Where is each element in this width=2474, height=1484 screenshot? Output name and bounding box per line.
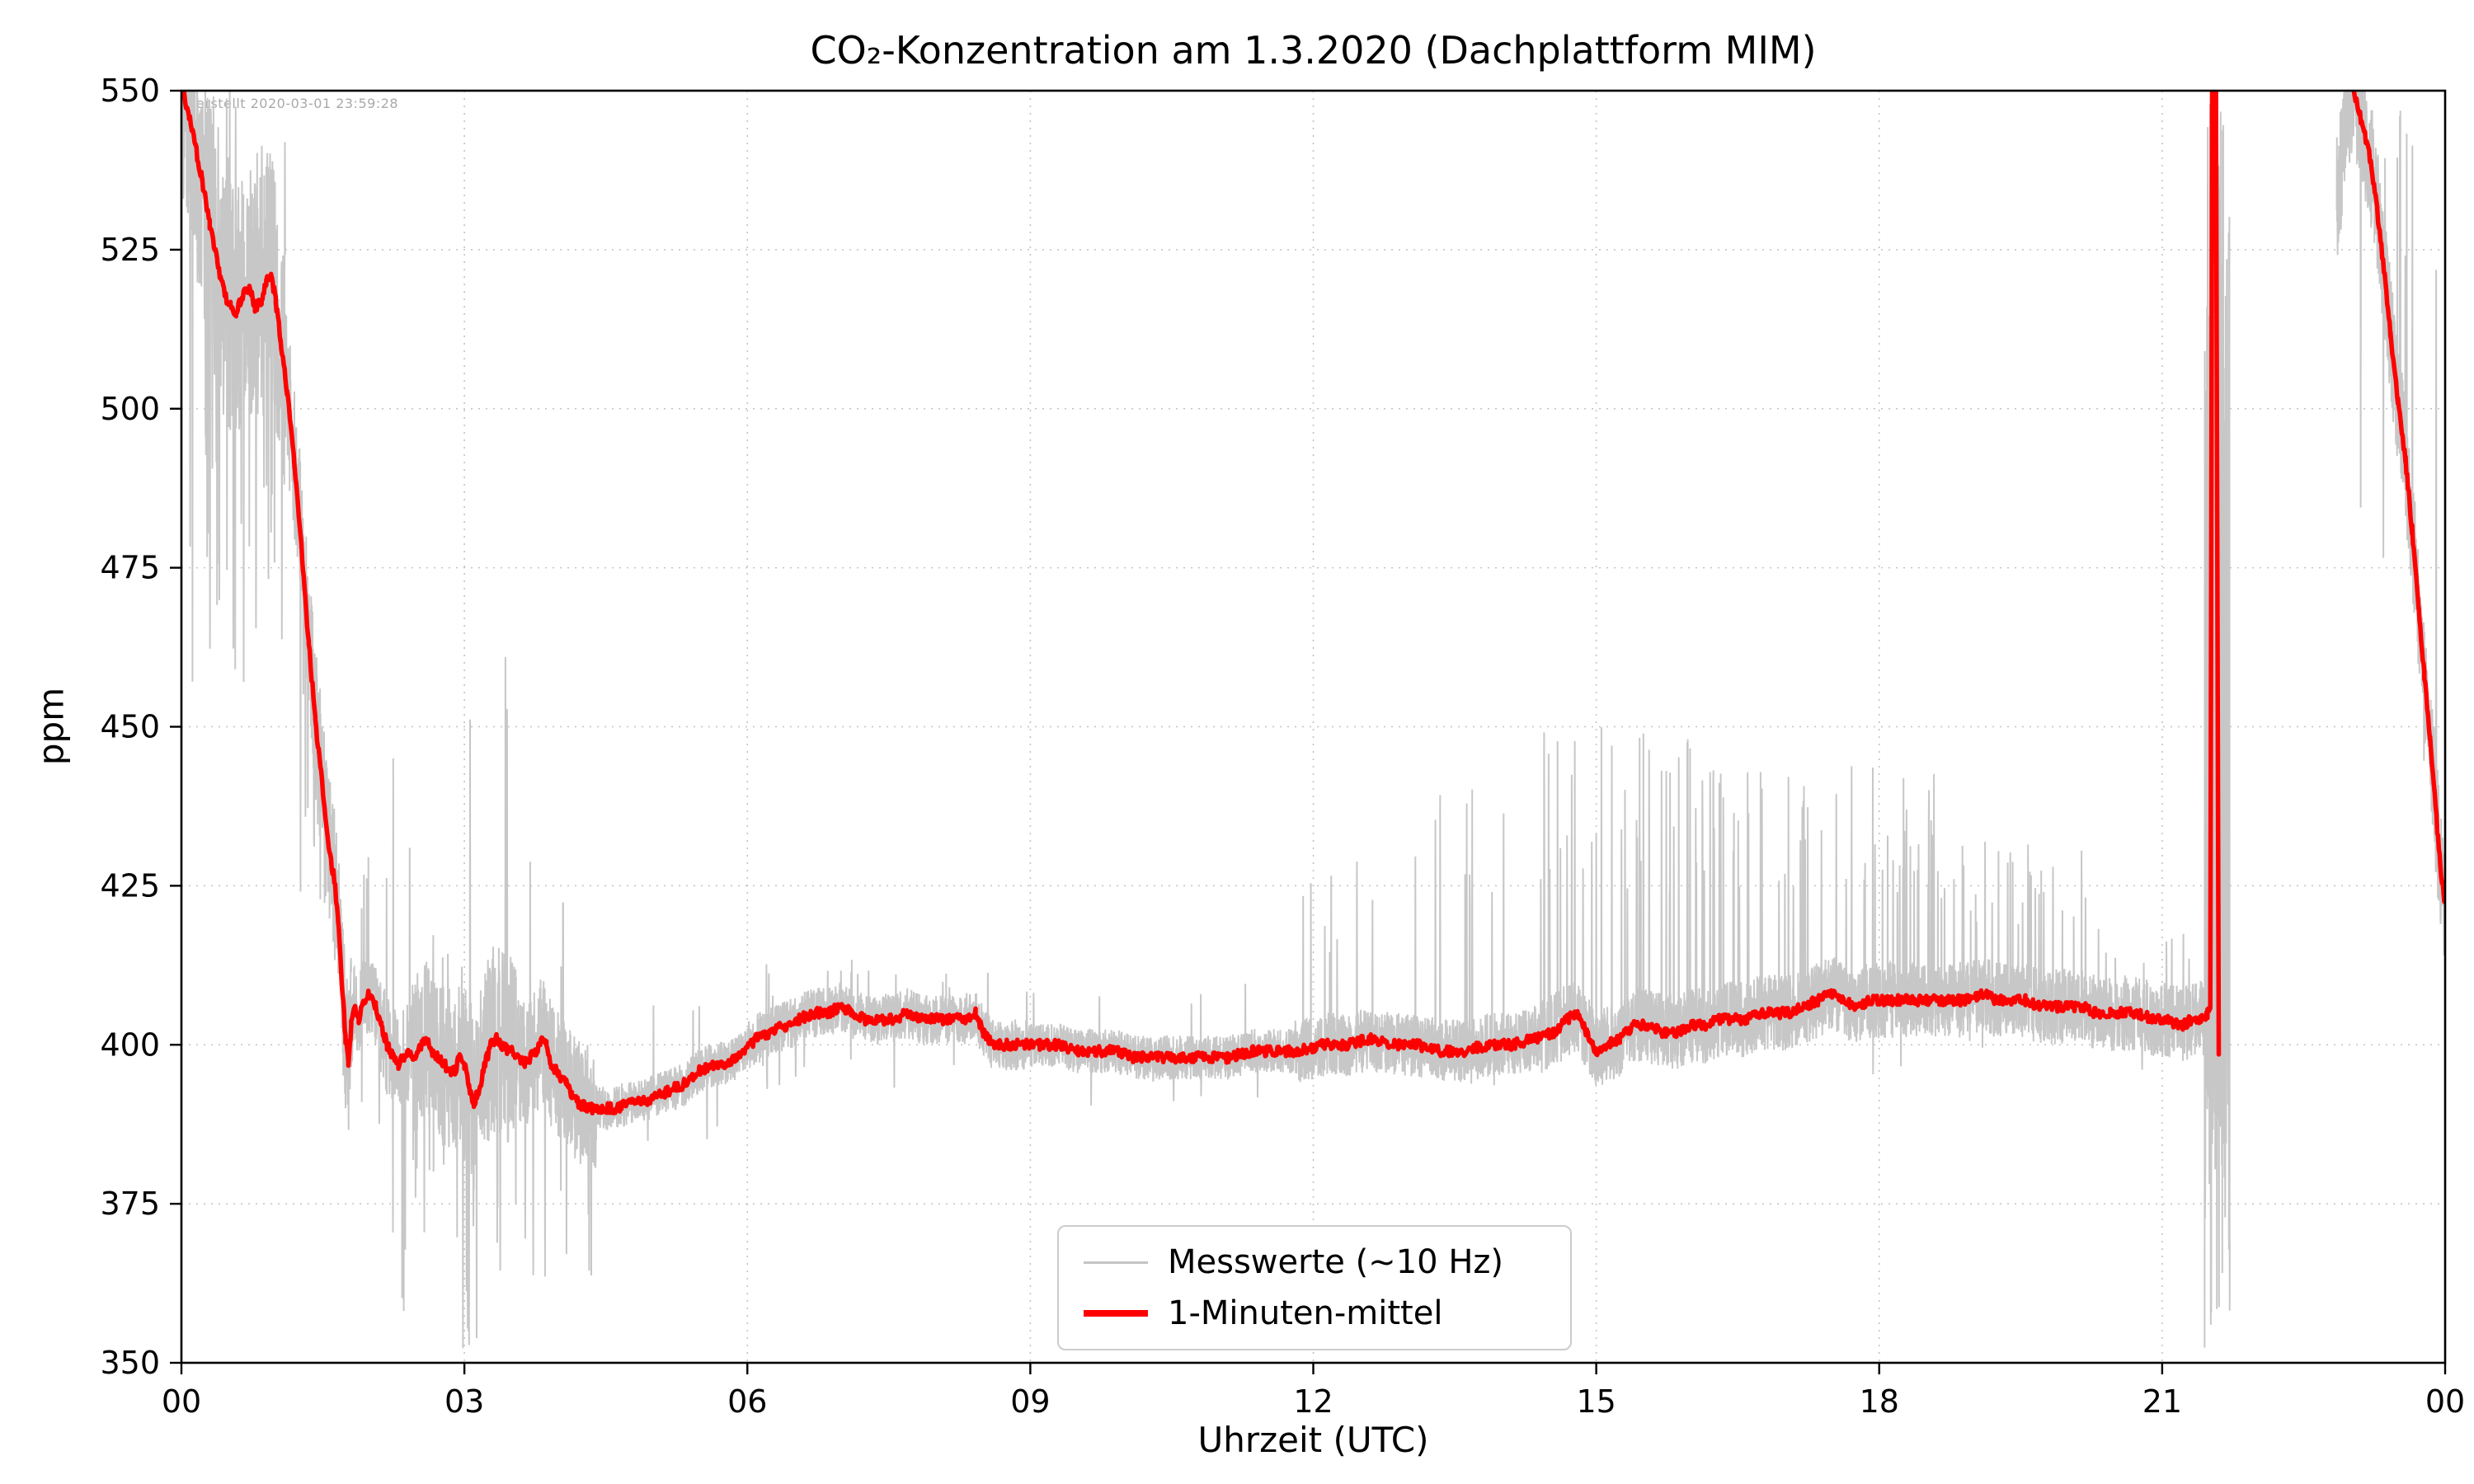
svg-text:425: 425	[100, 867, 160, 904]
svg-text:21: 21	[2142, 1383, 2182, 1420]
chart-title: CO₂-Konzentration am 1.3.2020 (Dachplatt…	[810, 28, 1817, 73]
svg-text:09: 09	[1010, 1383, 1050, 1420]
legend-label-minute-mean: 1-Minuten-mittel	[1168, 1294, 1443, 1332]
plot-frame	[180, 89, 2447, 1364]
svg-text:03: 03	[444, 1383, 484, 1420]
svg-text:450: 450	[100, 709, 160, 745]
svg-text:400: 400	[100, 1026, 160, 1063]
svg-text:550: 550	[100, 73, 160, 109]
y-axis-label: ppm	[31, 687, 72, 766]
svg-text:15: 15	[1576, 1383, 1616, 1420]
svg-text:00: 00	[2425, 1383, 2465, 1420]
svg-text:500: 500	[100, 391, 160, 427]
svg-text:525: 525	[100, 232, 160, 268]
axis-tick-labels: 00 03 06 09 12 15 18 21 003503754004254504755005…	[100, 73, 2465, 1420]
legend-item-minute-mean: 1-Minuten-mittel	[1084, 1294, 1545, 1332]
svg-text:06: 06	[727, 1383, 767, 1420]
x-axis-label: Uhrzeit (UTC)	[1197, 1420, 1429, 1460]
legend-line-measurements-icon	[1084, 1261, 1148, 1264]
legend-line-minute-mean-icon	[1084, 1310, 1148, 1317]
series-minute-mean	[181, 91, 2445, 1116]
svg-text:12: 12	[1293, 1383, 1333, 1420]
svg-text:475: 475	[100, 550, 160, 586]
grid	[181, 90, 2446, 1364]
legend: Messwerte (~10 Hz) 1-Minuten-mittel	[1057, 1225, 1572, 1350]
svg-text:00: 00	[162, 1383, 201, 1420]
svg-text:350: 350	[100, 1345, 160, 1381]
axis-ticks	[170, 89, 2447, 1374]
legend-item-measurements: Messwerte (~10 Hz)	[1084, 1243, 1545, 1281]
svg-text:375: 375	[100, 1186, 160, 1222]
legend-label-measurements: Messwerte (~10 Hz)	[1168, 1243, 1503, 1281]
creation-timestamp: erstellt 2020-03-01 23:59:28	[196, 96, 399, 111]
svg-text:18: 18	[1860, 1383, 1899, 1420]
